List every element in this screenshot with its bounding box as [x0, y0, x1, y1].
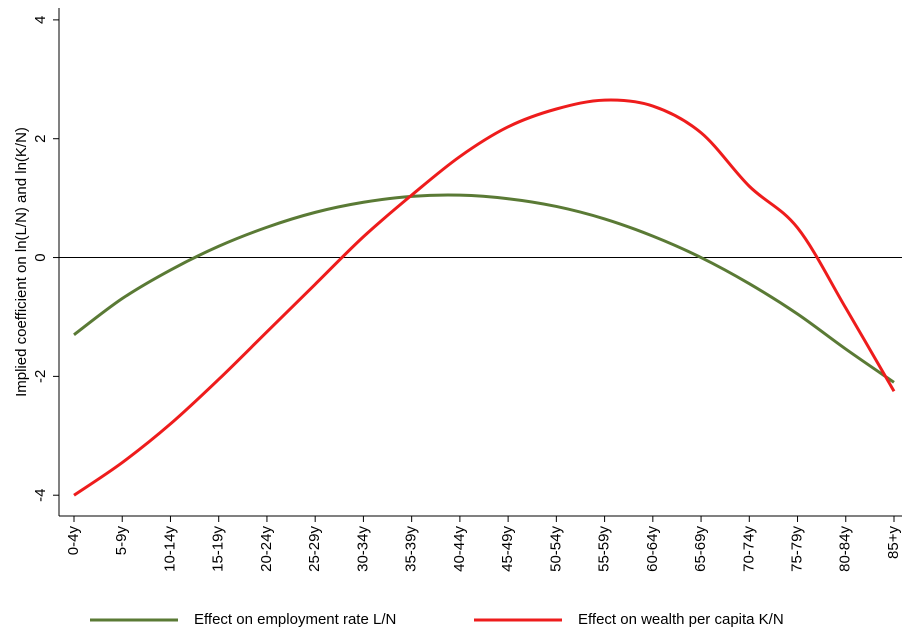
x-tick-label: 50-54y — [547, 526, 564, 572]
x-tick-label: 5-9y — [113, 526, 130, 556]
x-tick-label: 70-74y — [740, 526, 757, 572]
x-tick-label: 80-84y — [837, 526, 854, 572]
x-tick-label: 65-69y — [692, 526, 709, 572]
y-tick-label: 2 — [32, 135, 49, 143]
x-tick-label: 85+y — [885, 526, 902, 559]
x-tick-label: 20-24y — [258, 526, 275, 572]
legend-label: Effect on wealth per capita K/N — [578, 611, 784, 628]
x-tick-label: 35-39y — [403, 526, 420, 572]
x-tick-label: 75-79y — [788, 526, 805, 572]
y-axis-label: Implied coefficient on ln(L/N) and ln(K/… — [13, 127, 30, 397]
x-tick-label: 15-19y — [210, 526, 227, 572]
x-tick-label: 25-29y — [306, 526, 323, 572]
legend-label: Effect on employment rate L/N — [194, 611, 396, 628]
y-tick-label: 4 — [32, 16, 49, 24]
y-tick-label: 0 — [32, 253, 49, 261]
x-tick-label: 0-4y — [65, 526, 82, 556]
x-tick-label: 10-14y — [161, 526, 178, 572]
x-tick-label: 45-49y — [499, 526, 516, 572]
series-line — [73, 98, 896, 497]
y-tick-label: -2 — [32, 370, 49, 383]
x-tick-label: 60-64y — [644, 526, 661, 572]
x-tick-label: 30-34y — [354, 526, 371, 572]
series-line — [73, 193, 895, 384]
y-tick-label: -4 — [32, 489, 49, 502]
x-tick-label: 55-59y — [596, 526, 613, 572]
x-tick-label: 40-44y — [451, 526, 468, 572]
